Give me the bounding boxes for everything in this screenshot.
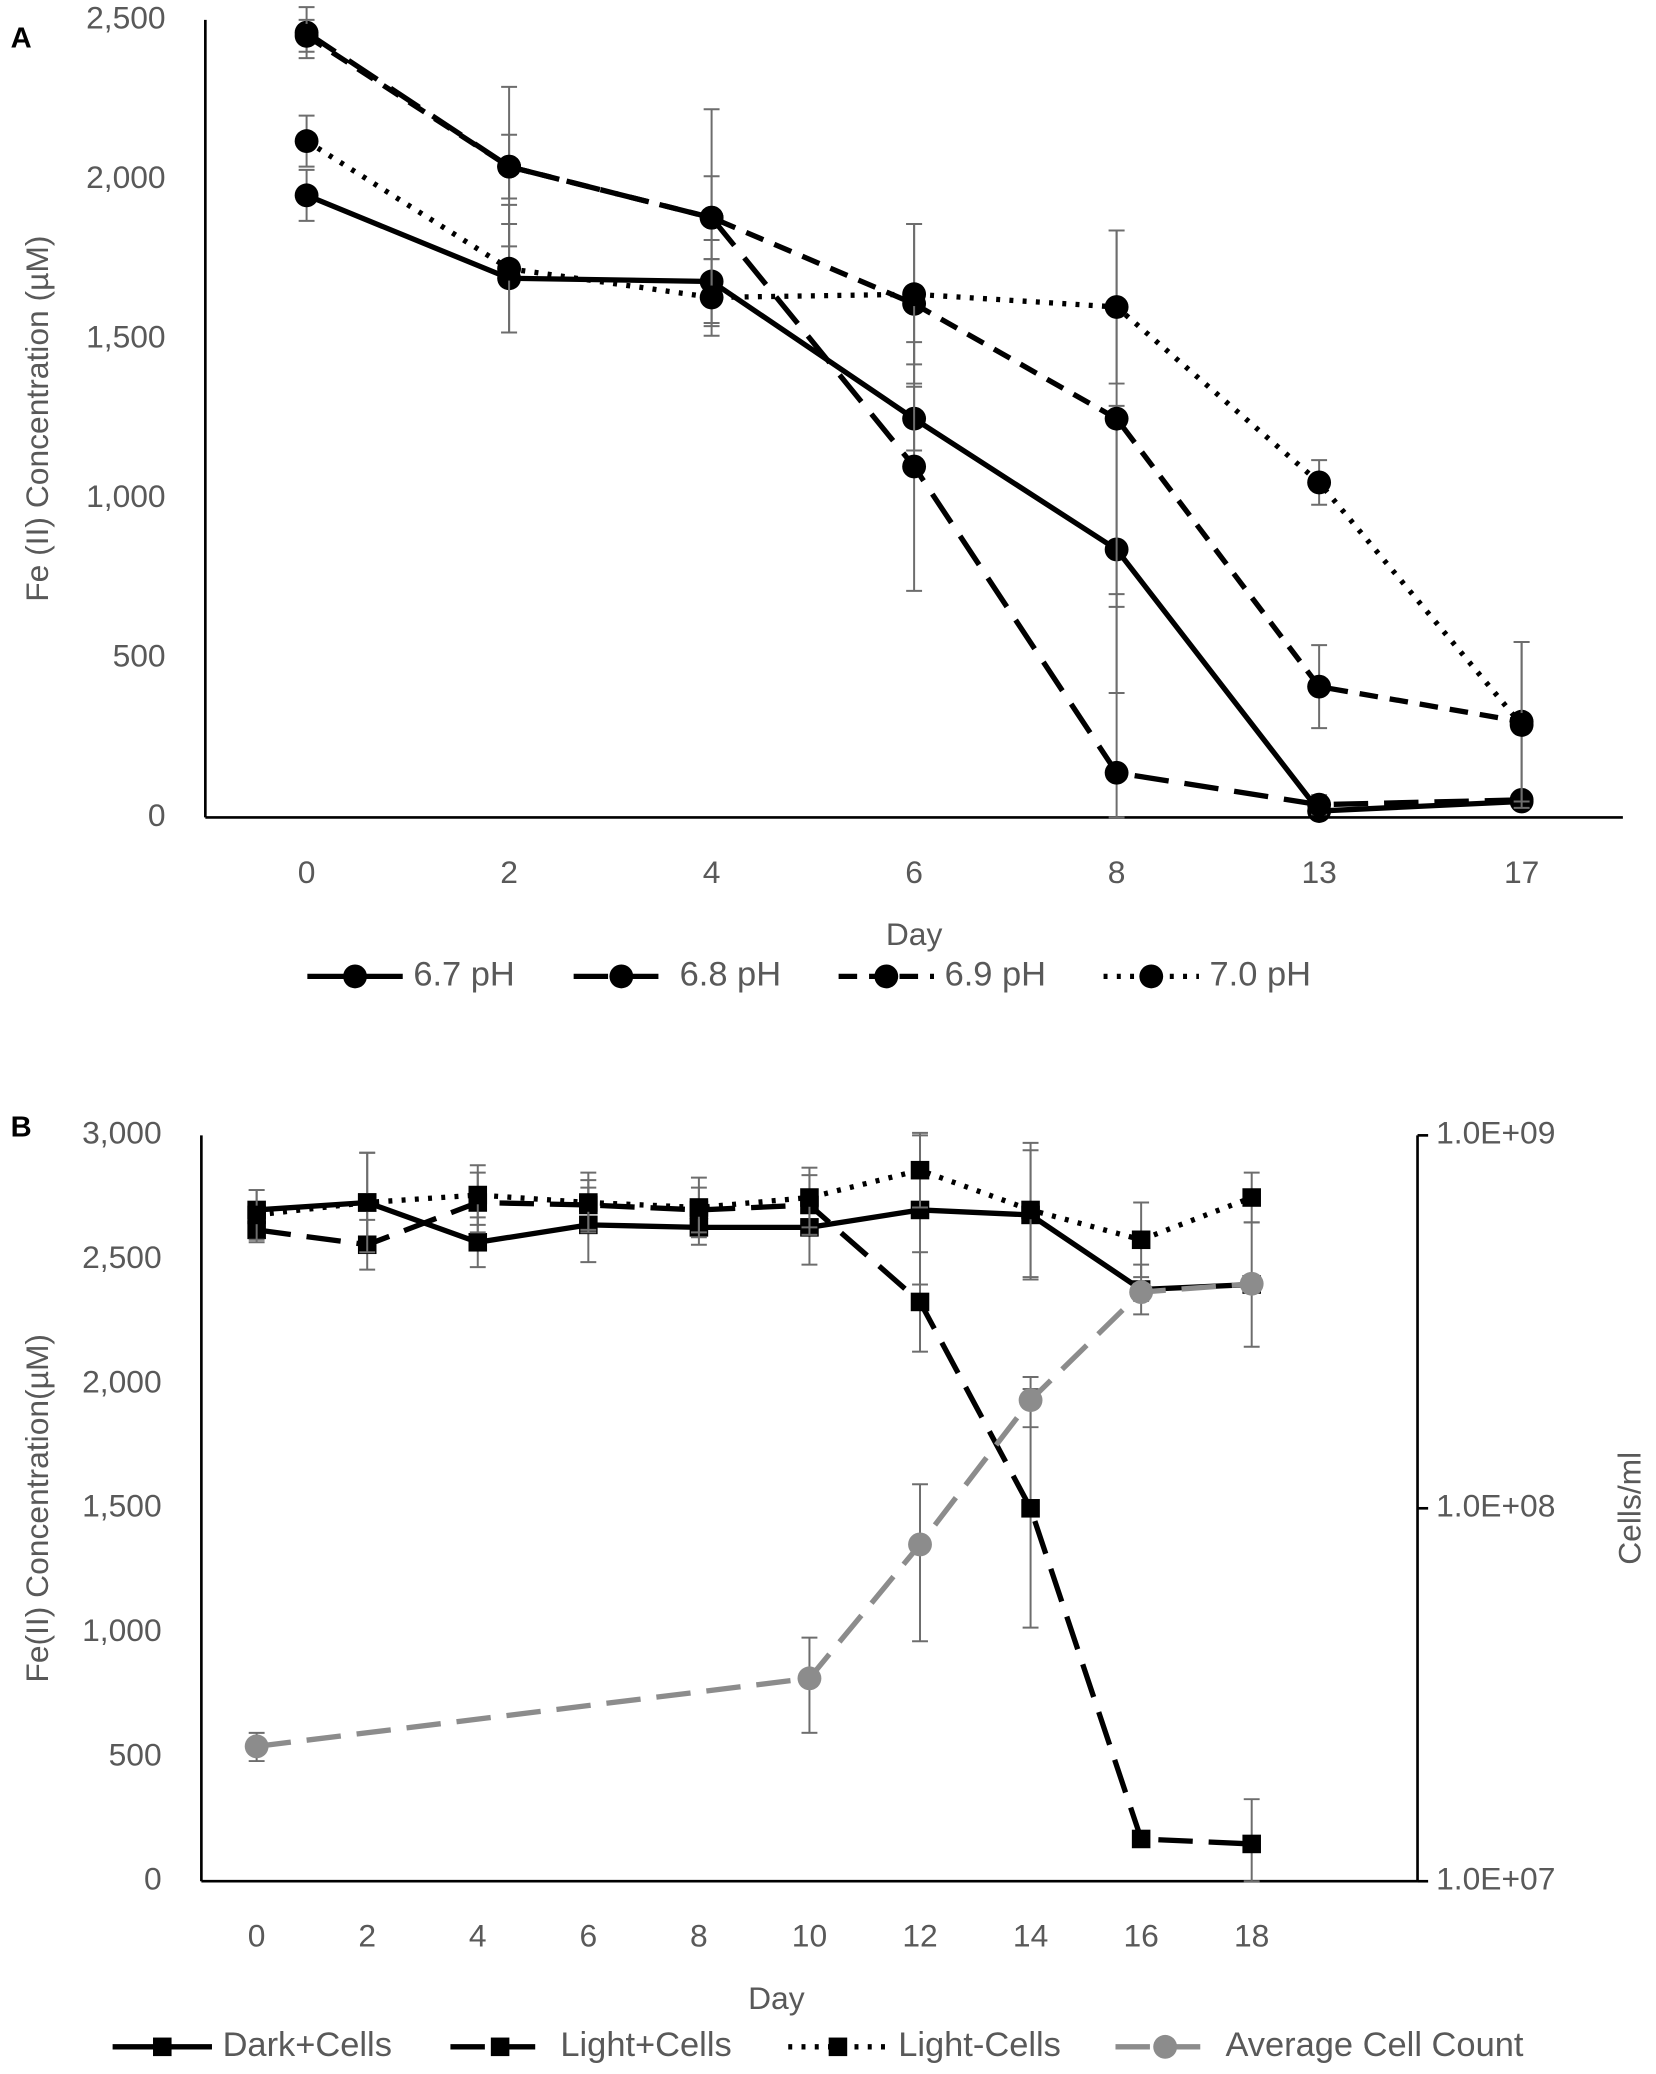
marker	[1021, 1499, 1040, 1518]
legend-label: 7.0 pH	[1210, 955, 1311, 993]
legend-label: 6.8 pH	[680, 955, 781, 993]
marker	[874, 964, 899, 989]
x-axis-title: Day	[886, 916, 943, 952]
y-tick-label: 1,000	[82, 1612, 162, 1648]
y-tick-label: 500	[109, 1736, 162, 1772]
marker	[1129, 1280, 1154, 1305]
marker	[343, 964, 367, 989]
legend-label: 6.7 pH	[413, 955, 514, 993]
marker	[1021, 1200, 1040, 1220]
marker	[1131, 1829, 1151, 1849]
x-tick-label: 4	[469, 1918, 487, 1954]
y-tick-label: 2,000	[82, 1363, 162, 1399]
marker	[1509, 712, 1534, 737]
x-tick-label: 8	[690, 1918, 708, 1954]
x-tick-label: 17	[1504, 854, 1539, 890]
marker	[910, 1292, 930, 1312]
marker	[490, 2037, 510, 2057]
panel-label: A	[11, 22, 32, 54]
x-tick-label: 6	[905, 854, 923, 890]
marker	[1307, 792, 1332, 817]
y-tick-label: 2,500	[86, 0, 166, 35]
x-tick-label: 6	[579, 1918, 597, 1954]
y-axis-title: Fe (II) Concentration (µM)	[19, 236, 55, 602]
legend-label: 6.9 pH	[945, 955, 1046, 993]
marker	[468, 1185, 488, 1205]
marker	[579, 1193, 598, 1212]
marker	[1307, 470, 1332, 495]
marker	[902, 282, 927, 307]
marker	[497, 256, 522, 281]
marker	[1242, 1834, 1261, 1854]
marker	[153, 2037, 172, 2057]
marker	[1139, 964, 1164, 989]
marker	[797, 1666, 822, 1691]
y2-axis-title: Cells/ml	[1612, 1452, 1648, 1565]
marker	[1307, 674, 1332, 699]
marker	[910, 1160, 930, 1180]
marker	[689, 1198, 709, 1217]
x-tick-label: 4	[703, 854, 721, 890]
legend-label: Dark+Cells	[223, 2026, 392, 2064]
x-tick-label: 18	[1234, 1918, 1269, 1954]
marker	[1018, 1388, 1043, 1413]
y-tick-label: 1,500	[86, 318, 166, 354]
x-axis-title: Day	[748, 1980, 805, 2016]
legend-label: Light+Cells	[560, 2026, 731, 2064]
panel-label: B	[11, 1111, 32, 1143]
marker	[699, 285, 724, 310]
x-tick-label: 0	[248, 1918, 266, 1954]
y-tick-label: 2,500	[82, 1239, 162, 1275]
y-tick-label: 1,500	[82, 1488, 162, 1524]
marker	[357, 1193, 377, 1212]
marker	[910, 1200, 930, 1220]
marker	[1104, 295, 1129, 319]
marker	[908, 1532, 932, 1557]
x-tick-label: 0	[298, 854, 316, 890]
marker	[1239, 1271, 1264, 1296]
series-line	[256, 1199, 1252, 1293]
marker	[800, 1188, 819, 1207]
y2-tick-label: 1.0E+09	[1436, 1115, 1555, 1151]
marker	[1131, 1230, 1151, 1250]
x-tick-label: 10	[792, 1918, 827, 1954]
marker	[828, 2037, 848, 2057]
y-tick-label: 2,000	[86, 159, 166, 195]
marker	[699, 205, 724, 230]
y2-tick-label: 1.0E+08	[1436, 1488, 1555, 1524]
x-tick-label: 16	[1123, 1918, 1158, 1954]
marker	[1242, 1188, 1261, 1207]
y-tick-label: 1,000	[86, 478, 166, 514]
x-tick-label: 8	[1108, 854, 1126, 890]
marker	[468, 1232, 488, 1252]
y-tick-label: 0	[144, 1861, 162, 1897]
marker	[247, 1205, 266, 1225]
x-tick-label: 2	[500, 854, 518, 890]
legend-label: Average Cell Count	[1225, 2026, 1523, 2064]
marker	[294, 23, 319, 48]
marker	[294, 183, 319, 208]
y2-tick-label: 1.0E+07	[1436, 1861, 1555, 1897]
y-tick-label: 3,000	[82, 1115, 162, 1151]
x-tick-label: 2	[358, 1918, 376, 1954]
y-axis-title: Fe(II) Concentration(µM)	[19, 1334, 55, 1683]
marker	[609, 964, 634, 989]
marker	[1104, 760, 1129, 785]
marker	[244, 1734, 269, 1759]
marker	[497, 154, 522, 179]
series-line	[256, 1199, 1252, 1847]
y-tick-label: 0	[148, 797, 166, 833]
x-tick-label: 13	[1301, 854, 1336, 890]
series-line	[256, 1281, 1252, 1749]
x-tick-label: 12	[902, 1918, 937, 1954]
x-tick-label: 14	[1013, 1918, 1048, 1954]
legend-label: Light-Cells	[898, 2026, 1061, 2064]
marker	[294, 129, 319, 154]
marker	[902, 454, 927, 479]
marker	[1153, 2034, 1178, 2059]
marker	[1104, 406, 1129, 431]
y-tick-label: 500	[113, 637, 166, 673]
